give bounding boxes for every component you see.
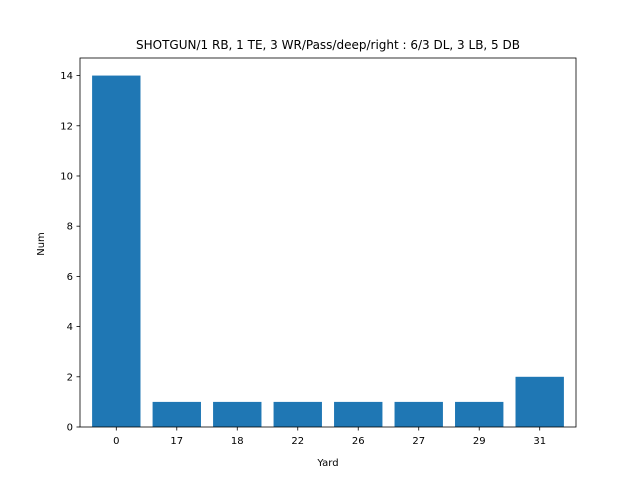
x-tick-label-27: 27 bbox=[412, 436, 425, 447]
x-tick-label-26: 26 bbox=[352, 436, 365, 447]
x-tick-label-18: 18 bbox=[231, 436, 244, 447]
plot-frame bbox=[79, 57, 577, 428]
x-tick-label-31: 31 bbox=[533, 436, 546, 447]
x-tick-label-22: 22 bbox=[291, 436, 304, 447]
bar-0 bbox=[92, 75, 141, 428]
plot-area: 0 17 18 22 26 27 29 31 0 2 4 6 8 10 12 14 bbox=[60, 57, 577, 447]
bar-22 bbox=[273, 401, 322, 427]
y-tick-label-12: 12 bbox=[60, 121, 73, 132]
chart-title: SHOTGUN/1 RB, 1 TE, 3 WR/Pass/deep/right… bbox=[136, 38, 520, 52]
y-axis-label: Num bbox=[36, 232, 47, 256]
bar-26 bbox=[334, 401, 383, 427]
y-tick-label-2: 2 bbox=[67, 372, 73, 383]
y-tick-label-14: 14 bbox=[60, 71, 73, 82]
x-tick-label-29: 29 bbox=[473, 436, 486, 447]
bar-17 bbox=[152, 401, 201, 427]
bar-29 bbox=[455, 401, 504, 427]
x-tick-label-0: 0 bbox=[113, 436, 119, 447]
bar-31 bbox=[515, 376, 564, 427]
y-tick-label-8: 8 bbox=[67, 222, 73, 233]
bar-27 bbox=[394, 401, 443, 427]
y-tick-label-4: 4 bbox=[67, 322, 73, 333]
y-tick-label-0: 0 bbox=[67, 423, 73, 434]
y-tick-label-10: 10 bbox=[60, 171, 73, 182]
x-tick-label-17: 17 bbox=[170, 436, 183, 447]
bar-18 bbox=[213, 401, 262, 427]
y-tick-label-6: 6 bbox=[67, 272, 73, 283]
x-axis-label: Yard bbox=[316, 458, 338, 469]
